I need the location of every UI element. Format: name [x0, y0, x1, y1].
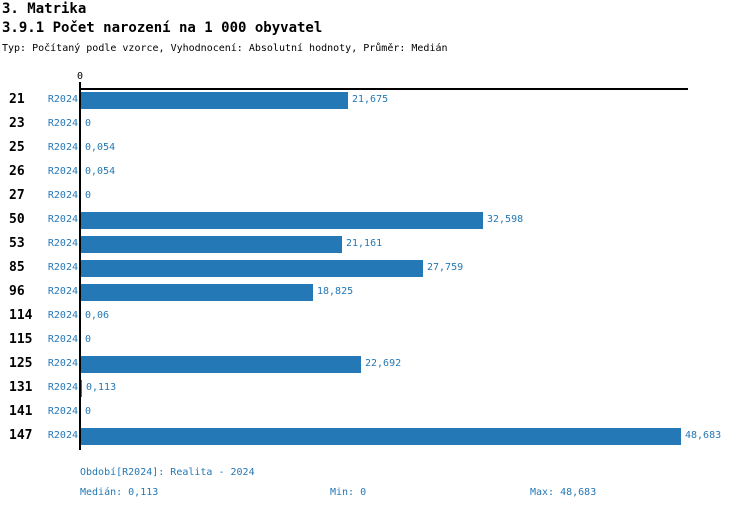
- bar-value-label: 0,054: [85, 166, 116, 177]
- bar-value-label: 0: [85, 118, 92, 129]
- bar: [81, 284, 313, 301]
- bar-value-label: 27,759: [427, 262, 464, 273]
- row-category-label: 26: [9, 164, 25, 179]
- row-category-label: 25: [9, 140, 25, 155]
- chart-row: 53 R2024 21,161: [0, 232, 750, 256]
- row-category-label: 85: [9, 260, 25, 275]
- row-period-label: R2024: [47, 334, 78, 345]
- bar-value-label: 32,598: [487, 214, 524, 225]
- bar-value-label: 0,113: [86, 382, 117, 393]
- row-period-label: R2024: [47, 94, 78, 105]
- row-period-label: R2024: [47, 358, 78, 369]
- bar-value-label: 21,161: [346, 238, 383, 249]
- bar: [81, 236, 342, 253]
- chart-row: 131 R2024 0,113: [0, 376, 750, 400]
- row-category-label: 131: [9, 380, 33, 395]
- bar-value-label: 22,692: [365, 358, 402, 369]
- chart-row: 25 R2024 0,054: [0, 136, 750, 160]
- row-period-label: R2024: [47, 214, 78, 225]
- row-period-label: R2024: [47, 406, 78, 417]
- row-category-label: 147: [9, 428, 33, 443]
- bar: [81, 212, 483, 229]
- bar-value-label: 21,675: [352, 94, 389, 105]
- row-period-label: R2024: [47, 190, 78, 201]
- chart-row: 114 R2024 0,06: [0, 304, 750, 328]
- chart-row: 27 R2024 0: [0, 184, 750, 208]
- chart-row: 96 R2024 18,825: [0, 280, 750, 304]
- bar-value-label: 0: [85, 334, 92, 345]
- bar: [81, 92, 348, 109]
- chart-row: 26 R2024 0,054: [0, 160, 750, 184]
- chart-row: 147 R2024 48,683: [0, 424, 750, 448]
- row-period-label: R2024: [47, 286, 78, 297]
- section-title: 3. Matrika: [2, 1, 87, 17]
- row-category-label: 125: [9, 356, 33, 371]
- y-axis-line: [79, 82, 81, 450]
- row-period-label: R2024: [47, 430, 78, 441]
- row-category-label: 50: [9, 212, 25, 227]
- bar: [81, 260, 423, 277]
- bar-value-label: 0,06: [85, 310, 110, 321]
- bar-value-label: 0: [85, 190, 92, 201]
- row-period-label: R2024: [47, 262, 78, 273]
- row-category-label: 23: [9, 116, 25, 131]
- bar-value-label: 48,683: [685, 430, 722, 441]
- bar-value-label: 18,825: [317, 286, 354, 297]
- x-axis-tick-label-zero: 0: [76, 71, 84, 82]
- row-category-label: 21: [9, 92, 25, 107]
- chart-meta-line: Typ: Počítaný podle vzorce, Vyhodnocení:…: [2, 43, 448, 54]
- bar: [81, 428, 681, 445]
- chart-row: 141 R2024 0: [0, 400, 750, 424]
- chart-row: 21 R2024 21,675: [0, 88, 750, 112]
- row-period-label: R2024: [47, 166, 78, 177]
- row-period-label: R2024: [47, 142, 78, 153]
- chart-row: 85 R2024 27,759: [0, 256, 750, 280]
- bar-value-label: 0: [85, 406, 92, 417]
- bar-chart-rows: 21 R2024 21,675 23 R2024 0 25 R2024 0,05…: [0, 88, 750, 448]
- row-period-label: R2024: [47, 310, 78, 321]
- footer-period-info: Období[R2024]: Realita - 2024: [80, 467, 255, 478]
- footer-max: Max: 48,683: [530, 487, 597, 498]
- bar-value-label: 0,054: [85, 142, 116, 153]
- row-period-label: R2024: [47, 118, 78, 129]
- x-axis-line: [79, 88, 688, 90]
- chart-row: 115 R2024 0: [0, 328, 750, 352]
- chart-row: 125 R2024 22,692: [0, 352, 750, 376]
- row-period-label: R2024: [47, 382, 78, 393]
- row-period-label: R2024: [47, 238, 78, 249]
- chart-title: 3.9.1 Počet narození na 1 000 obyvatel: [2, 20, 323, 36]
- row-category-label: 53: [9, 236, 25, 251]
- footer-min: Min: 0: [330, 487, 367, 498]
- row-category-label: 115: [9, 332, 33, 347]
- footer-median: Medián: 0,113: [80, 487, 159, 498]
- bar: [81, 356, 361, 373]
- row-category-label: 96: [9, 284, 25, 299]
- chart-row: 50 R2024 32,598: [0, 208, 750, 232]
- row-category-label: 27: [9, 188, 25, 203]
- bar: [81, 380, 82, 397]
- row-category-label: 141: [9, 404, 33, 419]
- row-category-label: 114: [9, 308, 33, 323]
- chart-row: 23 R2024 0: [0, 112, 750, 136]
